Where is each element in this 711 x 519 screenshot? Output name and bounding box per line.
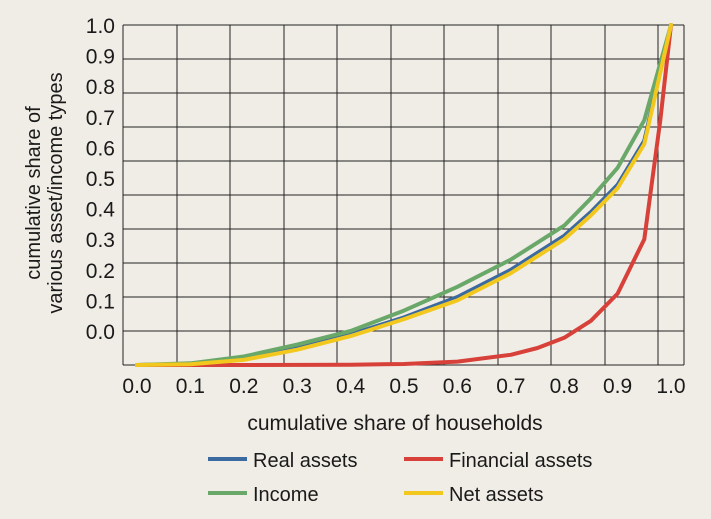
y-tick-label: 0.4: [86, 199, 116, 222]
x-axis-label: cumulative share of households: [247, 412, 542, 435]
y-axis-label-line-1: cumulative share of: [23, 106, 45, 280]
series-line-financial-assets: [135, 23, 673, 367]
x-tick-labels: 0.0 0.1 0.2 0.3 0.4 0.5 0.6 0.7 0.8 0.9 1.0: [122, 375, 685, 398]
x-tick-label: 0.3: [283, 375, 312, 398]
y-tick-label: 0.1: [86, 290, 115, 313]
y-tick-label: 0.3: [86, 229, 115, 252]
x-tick-label: 0.2: [229, 375, 258, 398]
y-axis-label: cumulative share of various asset/income…: [23, 72, 67, 313]
x-tick-label: 0.4: [336, 375, 366, 398]
x-tick-label: 0.1: [176, 375, 205, 398]
y-tick-label: 0.5: [86, 168, 115, 191]
y-tick-label: 0.9: [86, 46, 115, 69]
legend-label-income: Income: [253, 484, 319, 506]
y-tick-label: 1.0: [86, 15, 115, 38]
x-tick-label: 0.0: [122, 375, 151, 398]
legend-label-net-assets: Net assets: [449, 484, 543, 506]
x-tick-label: 0.9: [603, 375, 632, 398]
legend-item-financial-assets: Financial assets: [404, 450, 592, 472]
y-tick-label: 0.2: [86, 260, 115, 283]
series-line-net-assets: [135, 23, 673, 367]
legend-label-financial-assets: Financial assets: [449, 450, 592, 472]
x-tick-label: 0.5: [389, 375, 418, 398]
x-tick-label: 0.6: [443, 375, 472, 398]
y-tick-label: 0.6: [86, 137, 115, 160]
y-tick-label: 0.8: [86, 76, 115, 99]
legend-item-real-assets: Real assets: [208, 450, 358, 472]
y-tick-labels: 0.0 0.1 0.2 0.3 0.4 0.5 0.6 0.7 0.8 0.9 1.0: [86, 15, 116, 344]
y-axis-label-line-2: various asset/income types: [45, 72, 67, 313]
series-lines: [135, 23, 673, 367]
legend: Real assets Financial assets Income Net …: [208, 450, 592, 506]
legend-label-real-assets: Real assets: [253, 450, 358, 472]
x-tick-label: 0.8: [550, 375, 579, 398]
y-tick-label: 0.7: [86, 107, 115, 130]
legend-item-income: Income: [208, 484, 319, 506]
y-tick-label: 0.0: [86, 321, 115, 344]
legend-item-net-assets: Net assets: [404, 484, 543, 506]
series-line-income: [135, 23, 673, 367]
x-tick-label: 0.7: [496, 375, 525, 398]
x-tick-label: 1.0: [656, 375, 685, 398]
